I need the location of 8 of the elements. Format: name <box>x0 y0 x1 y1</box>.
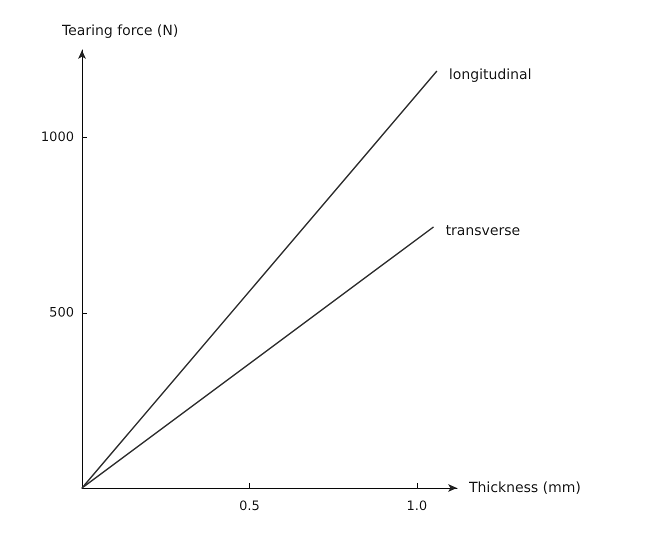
series-label: longitudinal <box>448 67 532 84</box>
y-tick-label: 500 <box>49 305 74 320</box>
y-tick-label: 1000 <box>40 130 74 146</box>
x-tick-label: 1.0 <box>406 499 428 514</box>
series-label: transverse <box>446 222 520 239</box>
x-tick-label: 0.5 <box>239 499 260 514</box>
y-axis-title: Tearing force (N) <box>61 23 178 39</box>
x-axis-title: Thickness (mm) <box>468 480 581 496</box>
